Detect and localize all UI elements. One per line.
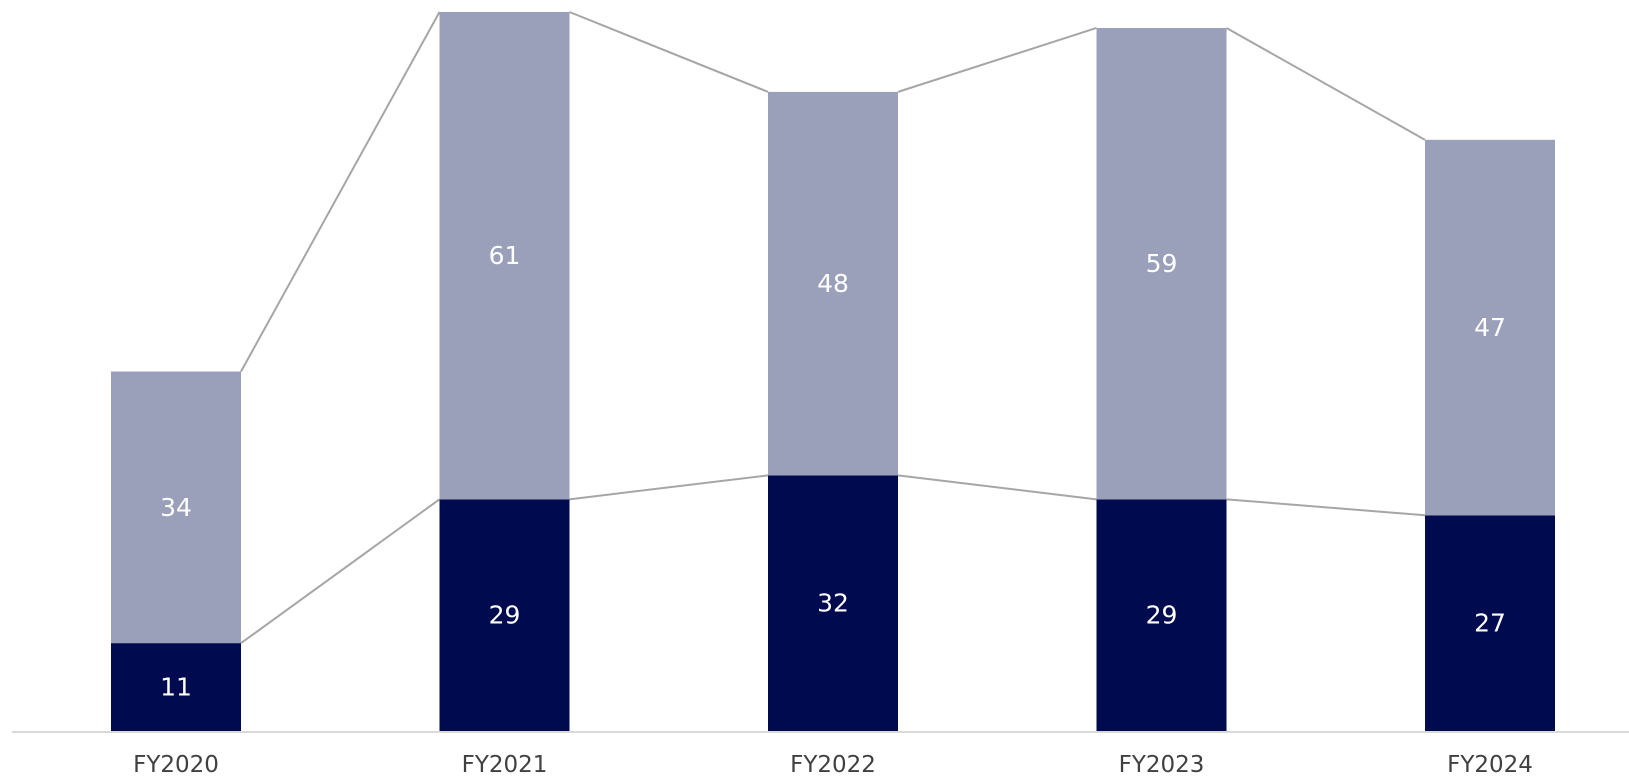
bar-series-2-fy2023 <box>1096 27 1227 500</box>
data-label-series-2-fy2022: 48 <box>817 269 849 298</box>
x-tick-label-fy2022: FY2022 <box>790 752 876 777</box>
bar-series-1-fy2024 <box>1425 515 1555 731</box>
data-label-series-2-fy2023: 59 <box>1146 249 1178 278</box>
data-label-series-1-fy2021: 29 <box>489 601 521 630</box>
connector-lines <box>240 11 1426 644</box>
connector-series-2-2 <box>569 11 769 93</box>
bar-series-2-fy2020 <box>111 371 241 644</box>
bar-series-2-fy2024 <box>1425 139 1555 516</box>
connector-series-1-4 <box>1226 498 1426 517</box>
connector-series-2-4 <box>1226 27 1426 141</box>
bar-series-2-fy2021 <box>439 12 570 500</box>
x-tick-label-fy2021: FY2021 <box>462 752 548 777</box>
connector-series-2-3 <box>897 27 1097 93</box>
bar-series-1-fy2021 <box>439 499 570 731</box>
data-label-series-2-fy2020: 34 <box>160 493 192 522</box>
connector-series-1-2 <box>569 474 769 501</box>
bar-series-1-fy2020 <box>111 643 241 731</box>
x-tick-label-fy2024: FY2024 <box>1447 752 1533 777</box>
bar-series-2-fy2022 <box>768 91 898 476</box>
x-axis-tick-labels: FY2020 FY2021 FY2022 FY2023 FY2024 <box>133 752 1533 777</box>
data-label-series-2-fy2021: 61 <box>489 241 521 270</box>
data-label-series-1-fy2024: 27 <box>1474 609 1506 638</box>
x-tick-label-fy2023: FY2023 <box>1119 752 1205 777</box>
bars <box>111 12 1555 731</box>
bar-series-1-fy2023 <box>1096 499 1227 731</box>
connector-series-1-1 <box>240 498 441 644</box>
data-label-series-2-fy2024: 47 <box>1474 313 1506 342</box>
data-label-series-1-fy2023: 29 <box>1146 601 1178 630</box>
connector-series-1-3 <box>897 474 1097 501</box>
bar-series-1-fy2022 <box>768 475 898 731</box>
data-label-series-1-fy2020: 11 <box>160 673 192 702</box>
data-label-series-1-fy2022: 32 <box>817 589 849 618</box>
x-tick-label-fy2020: FY2020 <box>133 752 219 777</box>
data-labels: 11 34 29 61 32 48 29 59 27 47 <box>160 241 1506 701</box>
connector-series-2-1 <box>240 11 441 372</box>
